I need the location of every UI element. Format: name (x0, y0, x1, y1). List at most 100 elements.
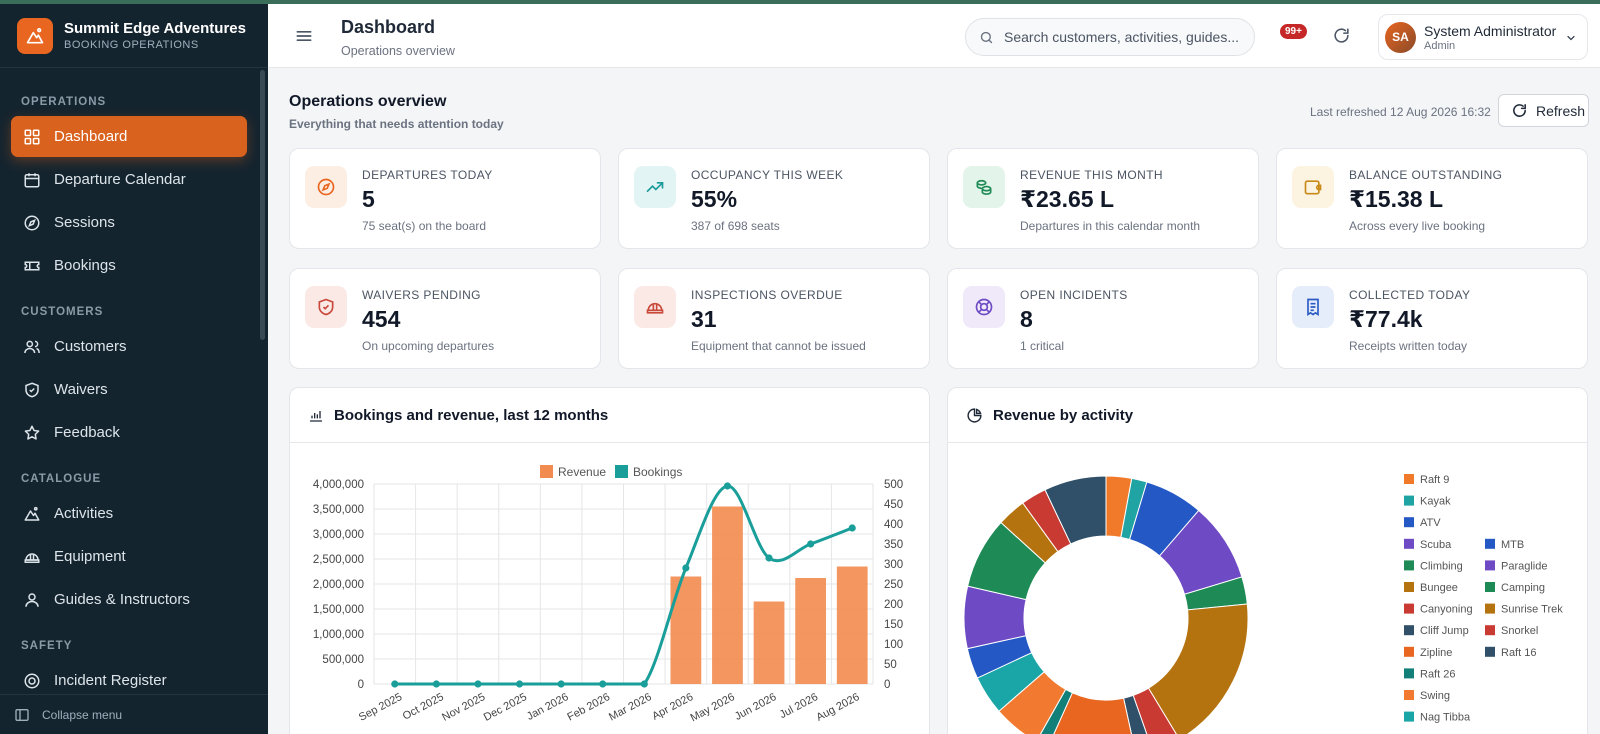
page-title: Dashboard (341, 17, 436, 37)
legend-swatch-bookings (615, 465, 628, 478)
sidebar-scrollbar[interactable] (260, 70, 265, 340)
kpi-card-departures-today[interactable]: DEPARTURES TODAY 5 75 seat(s) on the boa… (289, 148, 601, 249)
kpi-note: 1 critical (1020, 339, 1065, 353)
sidebar-item-feedback[interactable]: Feedback (11, 412, 247, 453)
legend-label-cliff-jump: Cliff Jump (1420, 625, 1469, 637)
sidebar: Summit Edge Adventures BOOKING OPERATION… (0, 4, 268, 734)
sidebar-item-sessions[interactable]: Sessions (11, 202, 247, 243)
revenue-bar (795, 578, 827, 684)
sidebar-item-waivers[interactable]: Waivers (11, 369, 247, 410)
sidebar-item-customers[interactable]: Customers (11, 326, 247, 367)
pie-chart-icon (967, 407, 982, 423)
kpi-card-inspections-overdue[interactable]: INSPECTIONS OVERDUE 31 Equipment that ca… (618, 268, 930, 369)
section-customers: CUSTOMERS (21, 306, 104, 318)
legend-swatch-kayak (1404, 495, 1414, 506)
kpi-label: INSPECTIONS OVERDUE (691, 288, 843, 302)
bookings-point (557, 680, 565, 688)
legend-label-raft-16: Raft 16 (1501, 647, 1536, 659)
y-left-tick-label: 3,500,000 (313, 504, 364, 516)
compass-icon (24, 215, 40, 230)
kpi-label: DEPARTURES TODAY (362, 168, 493, 182)
y-left-tick-label: 0 (358, 679, 364, 691)
legend-label-sunrise-trek: Sunrise Trek (1501, 604, 1563, 616)
kpi-card-waivers-pending[interactable]: WAIVERS PENDING 454 On upcoming departur… (289, 268, 601, 369)
panel-header: Revenue by activity (948, 388, 1587, 443)
bookings-point (723, 482, 732, 490)
brand-name: Summit Edge Adventures (64, 20, 246, 37)
collapse-menu-button[interactable]: Collapse menu (0, 694, 268, 734)
kpi-value: ₹23.65 L (1020, 186, 1114, 212)
x-tick-label: Apr 2026 (650, 691, 695, 723)
sidebar-item-label: Customers (54, 338, 127, 355)
bookings-revenue-panel: Bookings and revenue, last 12 months Rev… (289, 387, 930, 734)
revenue-bar (712, 506, 743, 684)
sidebar-item-activities[interactable]: Activities (11, 493, 247, 534)
refresh-icon (1513, 104, 1526, 117)
helmet-icon (24, 552, 40, 563)
legend-swatch-canyoning (1404, 603, 1414, 614)
search-icon (980, 31, 993, 43)
kpi-card-balance-outstanding[interactable]: BALANCE OUTSTANDING ₹15.38 L Across ever… (1276, 148, 1588, 249)
reload-button[interactable] (1332, 26, 1351, 50)
panel-title: Revenue by activity (993, 406, 1134, 424)
sidebar-panel-icon (15, 708, 29, 721)
notifications-button[interactable]: 99+ (1280, 24, 1310, 48)
legend-swatch-paraglide (1485, 560, 1495, 571)
kpi-card-revenue-month[interactable]: REVENUE THIS MONTH ₹23.65 L Departures i… (947, 148, 1259, 249)
menu-toggle-button[interactable] (294, 26, 314, 51)
top-accent-stripe (0, 0, 1600, 4)
kpi-note: Receipts written today (1349, 339, 1468, 353)
brand[interactable]: Summit Edge Adventures BOOKING OPERATION… (0, 4, 268, 68)
user-menu[interactable]: SA System Administrator Admin (1378, 14, 1588, 60)
x-tick-label: Jan 2026 (525, 691, 571, 723)
y-right-tick-label: 100 (884, 639, 903, 651)
panel-title: Bookings and revenue, last 12 months (334, 406, 609, 424)
sidebar-item-guides[interactable]: Guides & Instructors (11, 579, 247, 620)
top-header: Dashboard Operations overview 99+ SA Sys… (268, 4, 1600, 68)
bookings-point (640, 680, 648, 688)
sidebar-item-bookings[interactable]: Bookings (11, 245, 247, 286)
ticket-icon (24, 261, 40, 270)
overview-subtitle: Everything that needs attention today (289, 117, 504, 131)
x-tick-label: Nov 2025 (440, 691, 487, 724)
legend-label-raft-9: Raft 9 (1420, 474, 1449, 486)
sidebar-item-equipment[interactable]: Equipment (11, 536, 247, 577)
refresh-button[interactable]: Refresh (1498, 94, 1589, 127)
kpi-value: 454 (362, 306, 401, 332)
avatar: SA (1385, 21, 1416, 53)
kpi-card-occupancy[interactable]: OCCUPANCY THIS WEEK 55% 387 of 698 seats (618, 148, 930, 249)
legend-label-snorkel: Snorkel (1501, 625, 1538, 637)
y-left-tick-label: 2,000,000 (313, 579, 364, 591)
bookings-point (807, 540, 815, 548)
legend-swatch-sunrise-trek (1485, 603, 1495, 614)
y-right-tick-label: 0 (884, 679, 890, 691)
kpi-card-collected-today[interactable]: COLLECTED TODAY ₹77.4k Receipts written … (1276, 268, 1588, 369)
kpi-note: 387 of 698 seats (691, 219, 780, 233)
sidebar-item-departure-calendar[interactable]: Departure Calendar (11, 159, 247, 200)
legend-label-canyoning: Canyoning (1420, 604, 1473, 616)
helmet-icon (634, 286, 676, 328)
user-role: Admin (1424, 39, 1456, 52)
legend-swatch-raft-16 (1485, 646, 1495, 657)
revenue-donut-chart: Raft 9 Kayak ATV Scuba Climbing Bungee Canyoni… (963, 474, 1563, 734)
sidebar-item-label: Departure Calendar (54, 171, 186, 188)
sidebar-item-dashboard[interactable]: Dashboard (11, 116, 247, 157)
panel-header: Bookings and revenue, last 12 months (290, 388, 929, 443)
kpi-card-open-incidents[interactable]: OPEN INCIDENTS 8 1 critical (947, 268, 1259, 369)
legend-swatch-zipline (1404, 646, 1414, 657)
y-right-tick-label: 500 (884, 479, 903, 491)
bookings-point (848, 524, 856, 532)
search-box[interactable] (965, 18, 1255, 56)
revenue-bar (753, 601, 785, 684)
legend-swatch-climbing (1404, 560, 1414, 571)
legend-swatch-swing (1404, 690, 1414, 700)
search-input[interactable] (1004, 29, 1244, 45)
last-refreshed: Last refreshed 12 Aug 2026 16:32 (1310, 105, 1491, 119)
sidebar-nav: OPERATIONS Dashboard Departure Calendar … (0, 88, 268, 703)
kpi-note: 75 seat(s) on the board (362, 219, 487, 233)
chevron-down-icon (1567, 35, 1575, 41)
y-right-tick-label: 450 (884, 499, 903, 511)
sidebar-item-incident-register[interactable]: Incident Register (11, 660, 247, 701)
refresh-icon (1334, 28, 1349, 43)
legend-label-paraglide: Paraglide (1501, 560, 1547, 572)
